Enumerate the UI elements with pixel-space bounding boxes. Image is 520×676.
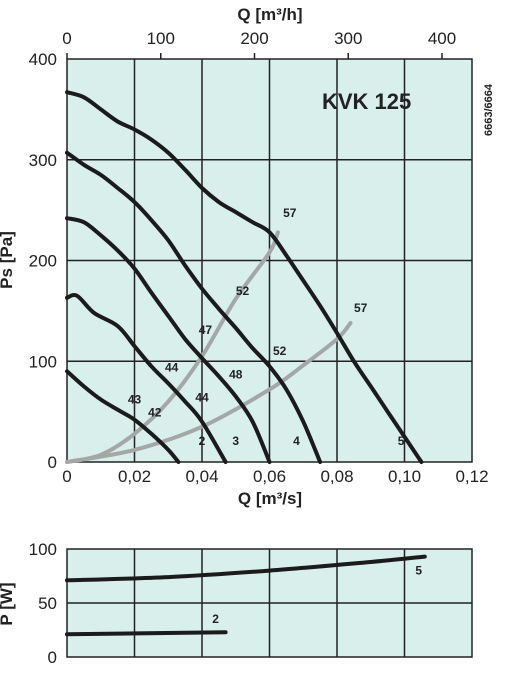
power-y-tick-labels: 0 50 100 — [29, 540, 57, 667]
curve-annotation: 42 — [148, 406, 162, 420]
efficiency-curve — [65, 321, 353, 464]
x-axis-label: Q [m³/s] — [238, 489, 302, 508]
curve-annotation: 48 — [229, 367, 243, 381]
curve-annotation: 52 — [236, 284, 250, 298]
power-y-tick-label: 50 — [38, 594, 57, 613]
curve-annotations: 57 52 47 44 43 42 44 48 52 57 2 3 4 5 — [128, 206, 405, 448]
efficiency-curves — [65, 230, 353, 464]
efficiency-curve — [65, 230, 280, 464]
power-annotations: 25 — [212, 564, 422, 627]
curve-annotation: 57 — [283, 206, 297, 220]
x2-tick-label: 0 — [62, 29, 71, 48]
power-series — [65, 554, 427, 637]
curve-annotation: 43 — [128, 393, 142, 407]
x2-tick-label: 200 — [240, 29, 268, 48]
x-tick-label: 0,12 — [455, 467, 488, 486]
curve-annotation: 2 — [199, 434, 206, 448]
power-series-label: 5 — [415, 564, 422, 578]
chart-code: 6663/6664 — [483, 83, 495, 136]
y-axis-label: Ps [Pa] — [0, 231, 16, 289]
curve-annotation: 52 — [273, 344, 287, 358]
curve-annotation: 44 — [195, 391, 209, 405]
x-tick-label: 0,10 — [388, 467, 421, 486]
x-tick-labels: 0 0,02 0,04 0,06 0,08 0,10 0,12 — [62, 467, 488, 486]
y-tick-label: 0 — [48, 453, 57, 472]
power-y-tick-label: 0 — [48, 648, 57, 667]
curve-annotation: 3 — [232, 434, 239, 448]
x-tick-label: 0,08 — [320, 467, 353, 486]
curve-annotation: 47 — [199, 323, 213, 337]
series-line-5 — [65, 90, 424, 464]
series-line-2 — [65, 292, 228, 464]
power-series-line-2 — [65, 630, 228, 637]
power-grid — [67, 549, 472, 657]
x2-axis-label: Q [m³/h] — [237, 5, 302, 24]
main-grid — [67, 59, 472, 462]
x-tick-label: 0,02 — [118, 467, 151, 486]
x2-tick-labels: 0 100 200 300 400 — [62, 29, 456, 59]
x-tick-label: 0,04 — [185, 467, 218, 486]
power-y-axis-label: P [W] — [0, 582, 16, 625]
curve-annotation: 57 — [354, 301, 368, 315]
series-line-3 — [65, 216, 272, 464]
series-line-4 — [65, 150, 323, 464]
curve-annotation: 4 — [293, 434, 300, 448]
curve-annotation: 5 — [398, 434, 405, 448]
y-tick-label: 300 — [29, 151, 57, 170]
y-tick-label: 100 — [29, 352, 57, 371]
x-tick-label: 0 — [62, 467, 71, 486]
x2-tick-label: 300 — [334, 29, 362, 48]
x2-tick-label: 400 — [428, 29, 456, 48]
chart-title: KVK 125 — [322, 89, 411, 114]
main-series — [65, 90, 424, 464]
x-tick-label: 0,06 — [253, 467, 286, 486]
y-tick-labels: 0 100 200 300 400 — [29, 50, 57, 472]
series-line-1 — [65, 369, 181, 464]
y-tick-label: 400 — [29, 50, 57, 69]
x2-tick-label: 100 — [147, 29, 175, 48]
curve-annotation: 44 — [165, 360, 179, 374]
power-y-tick-label: 100 — [29, 540, 57, 559]
power-series-line-5 — [65, 554, 427, 583]
y-tick-label: 200 — [29, 252, 57, 271]
power-series-label: 2 — [212, 612, 219, 626]
